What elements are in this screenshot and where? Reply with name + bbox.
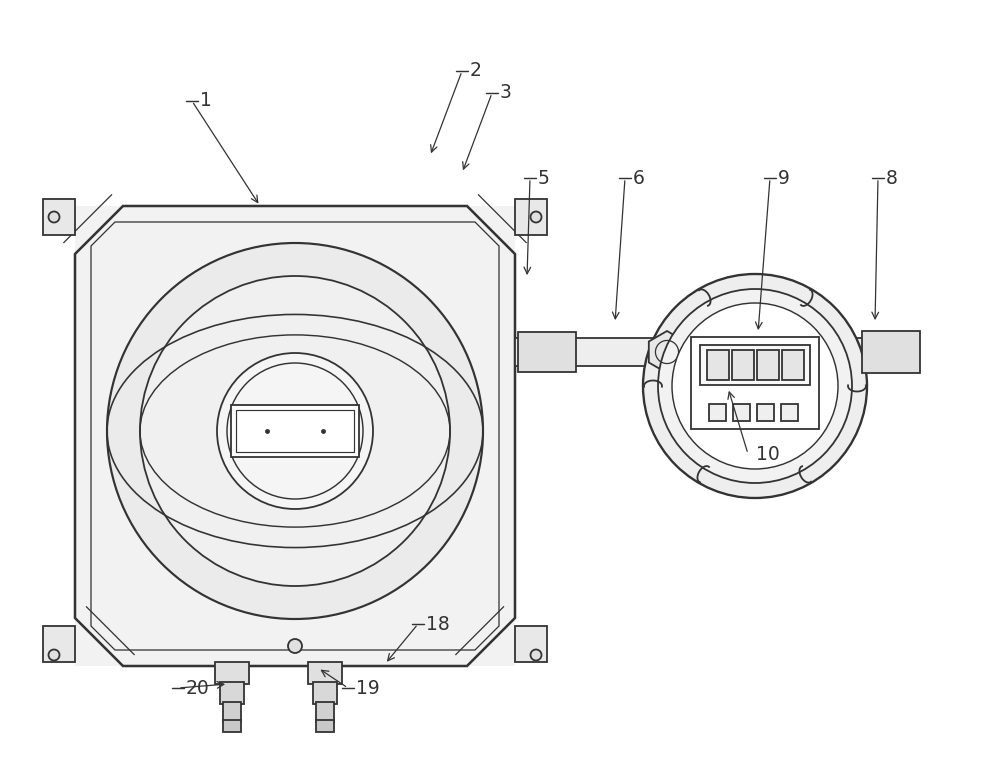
Circle shape xyxy=(107,243,483,619)
Circle shape xyxy=(48,650,60,660)
Bar xyxy=(215,662,249,684)
Bar xyxy=(757,404,774,421)
Bar xyxy=(308,662,342,684)
Bar xyxy=(231,405,359,457)
Bar xyxy=(316,702,334,722)
Bar xyxy=(782,350,804,380)
Text: 8: 8 xyxy=(886,168,898,188)
Bar xyxy=(316,720,334,732)
Circle shape xyxy=(530,650,542,660)
Bar xyxy=(708,404,726,421)
Bar xyxy=(75,206,515,666)
Circle shape xyxy=(658,289,852,483)
Circle shape xyxy=(672,303,838,469)
Circle shape xyxy=(48,212,60,223)
Bar xyxy=(313,682,337,704)
Circle shape xyxy=(140,276,450,586)
Text: 5: 5 xyxy=(538,168,550,188)
Bar xyxy=(518,332,576,372)
Text: 6: 6 xyxy=(633,168,645,188)
Circle shape xyxy=(530,212,542,223)
Bar xyxy=(700,345,810,385)
Bar xyxy=(223,720,241,732)
Bar xyxy=(223,702,241,722)
Text: 20: 20 xyxy=(186,678,210,698)
Bar xyxy=(515,626,547,662)
Circle shape xyxy=(643,274,867,498)
Bar xyxy=(732,350,754,380)
Bar xyxy=(862,331,920,373)
Text: 10: 10 xyxy=(756,445,780,463)
Bar xyxy=(236,410,354,452)
Text: 3: 3 xyxy=(500,84,512,102)
Bar xyxy=(732,404,750,421)
Text: 2: 2 xyxy=(470,61,482,81)
Bar xyxy=(780,404,798,421)
Bar xyxy=(43,626,75,662)
Bar xyxy=(691,337,819,429)
Bar xyxy=(43,199,75,235)
Text: 18: 18 xyxy=(426,615,450,633)
Bar xyxy=(515,338,880,366)
Text: 19: 19 xyxy=(356,678,380,698)
Text: 1: 1 xyxy=(200,92,212,110)
Polygon shape xyxy=(649,331,685,373)
Polygon shape xyxy=(75,206,515,666)
Circle shape xyxy=(288,639,302,653)
Bar xyxy=(706,350,728,380)
Bar xyxy=(220,682,244,704)
Bar xyxy=(757,350,778,380)
Text: 9: 9 xyxy=(778,168,790,188)
Circle shape xyxy=(217,353,373,509)
Bar xyxy=(515,199,547,235)
